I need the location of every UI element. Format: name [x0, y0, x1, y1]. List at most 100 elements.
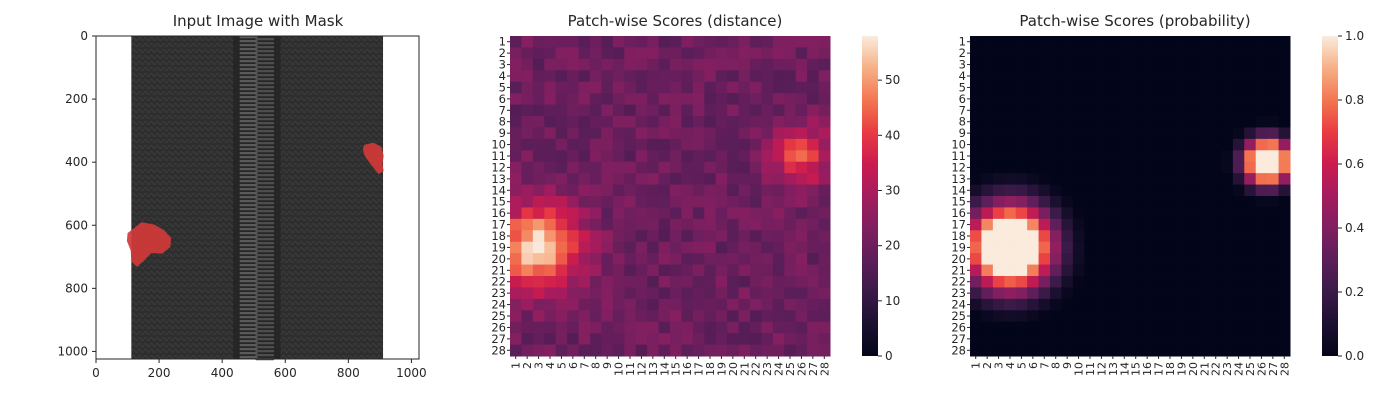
heatmap-cell	[1278, 173, 1291, 186]
heatmap-cell	[1232, 47, 1245, 60]
heatmap-cell	[738, 161, 751, 174]
heatmap-cell	[555, 93, 568, 106]
heatmap-cell	[818, 116, 831, 128]
heatmap-cell	[772, 150, 785, 163]
heatmap-cell	[1278, 241, 1291, 254]
heatmap-cell	[544, 127, 557, 140]
heatmap-cell	[1267, 253, 1280, 266]
heatmap-cell	[1095, 47, 1108, 60]
heatmap-cell	[578, 241, 591, 254]
heatmap-cell	[612, 196, 625, 208]
zipper-tooth	[255, 226, 275, 229]
heatmap-cell	[601, 173, 614, 186]
heatmap-cell	[1152, 104, 1165, 117]
heatmap-cell	[647, 264, 660, 277]
heatmap-cell	[1130, 298, 1142, 311]
col-label: 21	[738, 362, 751, 376]
heatmap-cell	[1267, 138, 1280, 151]
heatmap-cell	[1061, 161, 1074, 174]
heatmap-cell	[578, 81, 591, 94]
heatmap-cell	[1164, 161, 1177, 174]
heatmap-cell	[1004, 58, 1017, 71]
heatmap-cell	[1027, 127, 1040, 140]
heatmap-cell	[818, 230, 831, 243]
heatmap-cell	[1198, 344, 1211, 357]
heatmap-cell	[784, 104, 797, 117]
heatmap-cell	[1118, 93, 1131, 106]
heatmap-cell	[567, 104, 580, 117]
heatmap-cell	[1221, 310, 1234, 323]
heatmap-cell	[1210, 104, 1222, 117]
heatmap-cell	[1038, 104, 1051, 117]
zipper-tooth	[239, 156, 258, 159]
heatmap-cell	[1210, 173, 1222, 186]
heatmap-cell	[818, 184, 831, 197]
zipper-tooth	[255, 114, 275, 117]
zipper-tooth	[239, 128, 258, 131]
zipper-tooth	[255, 138, 275, 141]
heatmap-cell	[1061, 127, 1074, 140]
col-label: 22	[750, 362, 763, 376]
heatmap-cell	[1152, 58, 1165, 71]
heatmap-cell	[544, 93, 557, 106]
heatmap-cell	[1187, 287, 1200, 300]
heatmap-cell	[1072, 58, 1085, 71]
zipper-tooth	[255, 74, 275, 77]
heatmap-cell	[578, 218, 591, 231]
heatmap-cell	[1255, 241, 1268, 254]
heatmap-cell	[981, 93, 994, 106]
heatmap-cell	[624, 310, 637, 323]
heatmap-cell	[750, 253, 762, 266]
heatmap-cell	[532, 127, 545, 140]
heatmap-cell	[1084, 81, 1097, 94]
heatmap-cell	[1027, 138, 1040, 151]
heatmap-cell	[1038, 241, 1051, 254]
zipper-tooth	[239, 196, 258, 199]
heatmap-cell	[1038, 207, 1051, 220]
heatmap-cell	[532, 196, 545, 208]
zipper-tooth	[239, 280, 258, 283]
heatmap-cell	[658, 81, 671, 94]
col-label: 18	[1164, 362, 1177, 376]
row-label: 8	[959, 115, 966, 129]
heatmap-cell	[692, 241, 705, 254]
heatmap-cell	[1015, 47, 1028, 60]
heatmap-cell	[784, 344, 797, 357]
heatmap-cell	[727, 150, 740, 163]
heatmap-cell	[681, 241, 694, 254]
heatmap-cell	[1141, 36, 1154, 48]
heatmap-cell	[555, 150, 568, 163]
heatmap-cell	[681, 70, 694, 83]
heatmap-cell	[818, 58, 831, 71]
heatmap-cell	[601, 150, 614, 163]
col-label: 3	[993, 362, 1006, 369]
heatmap-cell	[818, 93, 831, 106]
col-label: 28	[818, 362, 831, 376]
heatmap-cell	[727, 47, 740, 60]
col-label: 26	[795, 362, 808, 376]
heatmap-cell	[795, 276, 808, 288]
heatmap-cell	[692, 207, 705, 220]
heatmap-cell	[704, 230, 717, 243]
heatmap-cell	[1015, 184, 1028, 197]
heatmap-cell	[715, 230, 728, 243]
heatmap-cell	[1255, 104, 1268, 117]
col-label: 25	[1244, 362, 1257, 376]
heatmap-cell	[1038, 127, 1051, 140]
heatmap-cell	[1015, 287, 1028, 300]
heatmap-cell	[750, 310, 762, 323]
heatmap-cell	[761, 196, 774, 208]
heatmap-cell	[970, 93, 982, 106]
heatmap-cell	[784, 70, 797, 83]
heatmap-cell	[670, 93, 682, 106]
heatmap-cell	[612, 173, 625, 186]
heatmap-cell	[1244, 173, 1257, 186]
heatmap-cell	[1027, 321, 1040, 334]
heatmap-cell	[1232, 81, 1245, 94]
row-label: 26	[491, 320, 506, 334]
heatmap-cell	[704, 241, 717, 254]
heatmap-cell	[1141, 287, 1154, 300]
heatmap-cell	[784, 173, 797, 186]
heatmap-cell	[510, 184, 522, 197]
